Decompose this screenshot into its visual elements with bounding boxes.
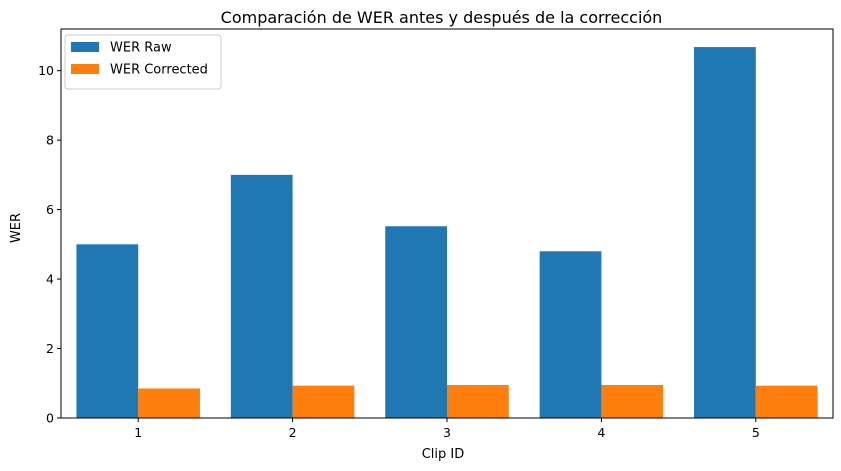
plot-area: 1 2 3 4 5 0 2 4 6 8 10 WER Raw WER Corrected [38,28,834,440]
bar-series-2-clip-1 [138,388,200,418]
x-axis-label: Clip ID [422,447,465,462]
legend-swatch-1 [71,42,99,52]
x-tick-label-4: 4 [597,425,605,440]
bar-series-1-clip-3 [385,226,447,418]
legend-box [64,34,222,90]
y-tick-label-10: 10 [38,63,54,78]
x-tick-label-1: 1 [134,425,142,440]
y-tick-label-2: 2 [46,341,54,356]
bar-series-2-clip-5 [755,385,818,418]
y-tick-label-4: 4 [46,272,54,287]
legend-label-2: WER Corrected [110,63,208,78]
y-axis-label: WER [9,213,24,243]
chart-title: Comparación de WER antes y después de la… [221,8,663,27]
bar-series-2-clip-4 [601,385,664,418]
bar-series-2-clip-2 [292,385,355,418]
y-tick-label-0: 0 [46,411,54,426]
x-tick-label-3: 3 [443,425,451,440]
legend-swatch-2 [71,64,99,74]
bar-series-1-clip-4 [539,251,602,418]
x-tick-label-2: 2 [289,425,297,440]
bar-series-1-clip-2 [230,174,293,419]
bar-series-1-clip-1 [76,244,139,418]
y-tick-label-6: 6 [46,202,54,217]
y-tick-label-8: 8 [46,133,54,148]
legend-label-1: WER Raw [110,41,172,56]
x-tick-label-5: 5 [752,425,760,440]
bar-series-2-clip-3 [447,385,509,418]
bar-series-1-clip-5 [694,47,756,419]
